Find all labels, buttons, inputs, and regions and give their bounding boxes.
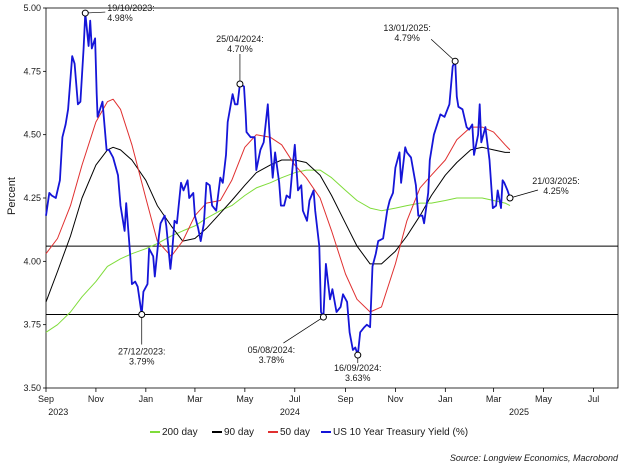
x-tick-label: Nov <box>88 394 105 404</box>
year-label: 2023 <box>48 407 68 417</box>
annotation-date: 05/08/2024: <box>248 345 296 355</box>
annotation-date: 21/03/2025: <box>532 176 580 186</box>
x-tick-label: May <box>236 394 254 404</box>
annotation-marker <box>451 57 459 65</box>
annotation-2: 27/12/2023:3.79% <box>118 311 166 367</box>
annotation-leader <box>509 189 539 199</box>
y-tick-label: 3.50 <box>23 383 41 393</box>
annotation-marker <box>138 311 146 319</box>
annotation-3: 25/04/2024:4.70% <box>216 34 264 88</box>
legend-item-4: US 10 Year Treasury Yield (%) <box>321 427 468 438</box>
legend-label: 90 day <box>224 427 254 438</box>
annotation-leader <box>283 316 324 344</box>
y-tick-label: 5.00 <box>23 3 41 13</box>
x-tick-label: Sep <box>38 394 54 404</box>
annotation-value: 4.98% <box>107 13 133 23</box>
annotation-value: 4.70% <box>227 44 253 54</box>
annotation-marker <box>506 194 514 202</box>
x-tick-label: Jul <box>289 394 301 404</box>
legend-item-2: 90 day <box>212 427 254 438</box>
annotation-6: 13/01/2025:4.79% <box>383 23 459 65</box>
annotation-date: 25/04/2024: <box>216 34 264 44</box>
x-tick-label: Nov <box>387 394 404 404</box>
annotation-4: 05/08/2024:3.78% <box>248 313 327 365</box>
legend-label: US 10 Year Treasury Yield (%) <box>333 427 468 438</box>
x-tick-label: Jan <box>438 394 453 404</box>
annotation-value: 3.78% <box>259 355 285 365</box>
annotation-5: 16/09/2024:3.63% <box>334 351 382 383</box>
legend: 200 day 90 day 50 day US 10 Year Treasury Y… <box>150 427 468 438</box>
source-note: Source: Longview Economics, Macrobond <box>450 453 619 463</box>
legend-item-3: 50 day <box>268 427 310 438</box>
y-tick-label: 3.75 <box>23 320 41 330</box>
annotation-leader <box>430 38 456 62</box>
legend-label: 50 day <box>280 427 310 438</box>
x-tick-label: Mar <box>486 394 502 404</box>
legend-label: 200 day <box>162 427 198 438</box>
annotation-value: 4.79% <box>394 33 420 43</box>
x-tick-label: Sep <box>337 394 353 404</box>
legend-item-1: 200 day <box>150 427 198 438</box>
x-tick-label: May <box>535 394 553 404</box>
annotations: 19/10/2023:4.98% 27/12/2023:3.79% 25/04/20… <box>81 3 580 383</box>
series-line-50-day <box>45 98 511 313</box>
annotation-marker <box>81 9 89 17</box>
axes: 3.50 3.75 4.00 4.25 4.50 4.75 5.00 Sep Nov Jan Mar… <box>23 3 599 417</box>
annotation-marker <box>236 80 244 88</box>
annotation-marker <box>354 351 362 359</box>
annotation-date: 13/01/2025: <box>383 23 431 33</box>
year-label: 2024 <box>280 407 300 417</box>
plot-frame <box>45 7 619 389</box>
x-tick-label: Mar <box>187 394 203 404</box>
y-axis-label: Percent <box>6 177 18 215</box>
annotation-date: 27/12/2023: <box>118 347 166 357</box>
year-label: 2025 <box>509 407 529 417</box>
annotation-date: 19/10/2023: <box>107 3 155 13</box>
y-tick-label: 4.75 <box>23 66 41 76</box>
series-line-200-day <box>45 169 511 333</box>
plot-border <box>45 7 619 389</box>
annotation-value: 3.79% <box>129 357 155 367</box>
annotation-date: 16/09/2024: <box>334 363 382 373</box>
annotation-1: 19/10/2023:4.98% <box>81 3 155 23</box>
y-tick-label: 4.25 <box>23 193 41 203</box>
annotation-value: 3.63% <box>345 373 371 383</box>
annotation-7: 21/03/2025:4.25% <box>506 176 580 202</box>
y-tick-label: 4.00 <box>23 256 41 266</box>
series-line-us-10-year-treasury-yield <box>45 12 511 356</box>
y-tick-label: 4.50 <box>23 130 41 140</box>
x-tick-label: Jan <box>139 394 154 404</box>
x-tick-label: Jul <box>588 394 600 404</box>
annotation-value: 4.25% <box>543 186 569 196</box>
series-layer <box>45 12 511 356</box>
annotation-marker <box>319 313 327 321</box>
